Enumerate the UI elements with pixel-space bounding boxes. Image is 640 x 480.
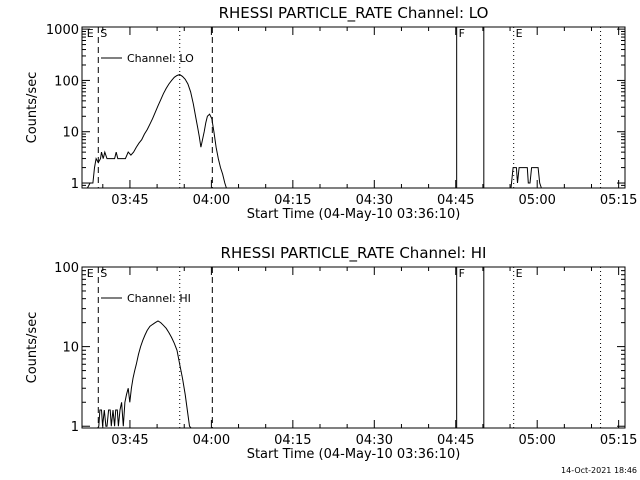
x-tick-label: 04:15 <box>274 433 311 448</box>
x-tick-label: 04:45 <box>437 433 474 448</box>
event-flag-f: F <box>459 27 465 40</box>
panel-hi: RHESSI PARTICLE_RATE Channel: HI 03:45 04:… <box>25 244 637 462</box>
series-line-lo <box>510 167 542 189</box>
x-tick-label: 04:45 <box>437 193 474 208</box>
y-tick-label: 100 <box>54 261 79 276</box>
event-flag-f: F <box>459 267 465 280</box>
x-tick-label: 03:45 <box>111 433 148 448</box>
x-tick-label: 04:00 <box>193 433 230 448</box>
x-tick-label: 04:30 <box>356 433 393 448</box>
legend-label: Channel: HI <box>127 292 191 305</box>
y-tick-label: 100 <box>54 74 79 89</box>
y-tick-label: 1 <box>71 177 79 192</box>
y-tick-label: 10 <box>62 341 79 356</box>
legend-label: Channel: LO <box>127 52 194 65</box>
panel-lo: RHESSI PARTICLE_RATE Channel: LO 03:45 04:… <box>25 4 637 222</box>
x-tick-label: 04:00 <box>193 193 230 208</box>
x-tick-label: 03:45 <box>111 193 148 208</box>
event-flag-e: E <box>516 27 523 40</box>
event-flag-s: S <box>100 267 107 280</box>
event-flag-s: S <box>100 27 107 40</box>
x-tick-label: 05:15 <box>600 193 637 208</box>
x-tick-label: 05:15 <box>600 433 637 448</box>
y-tick-label: 1000 <box>46 23 79 38</box>
series-line-lo <box>86 74 227 189</box>
y-tick-label: 10 <box>62 126 79 141</box>
plot-timestamp: 14-Oct-2021 18:46 <box>561 466 637 475</box>
x-axis-label: Start Time (04-May-10 03:36:10) <box>247 207 461 222</box>
y-tick-label: 1 <box>71 420 79 435</box>
plot-frame <box>81 266 626 429</box>
chart-title: RHESSI PARTICLE_RATE Channel: LO <box>219 4 489 23</box>
x-tick-label: 05:00 <box>518 433 555 448</box>
x-axis-label: Start Time (04-May-10 03:36:10) <box>247 447 461 462</box>
x-tick-label: 04:15 <box>274 193 311 208</box>
x-tick-label: 05:00 <box>518 193 555 208</box>
event-flag-e: E <box>516 267 523 280</box>
y-axis-label: Counts/sec <box>25 312 40 384</box>
event-flag-e: E <box>87 267 94 280</box>
y-axis-label: Counts/sec <box>25 72 40 144</box>
event-flag-e: E <box>87 27 94 40</box>
x-tick-label: 04:30 <box>356 193 393 208</box>
chart-title: RHESSI PARTICLE_RATE Channel: HI <box>221 244 487 263</box>
series-line-hi <box>97 320 192 429</box>
